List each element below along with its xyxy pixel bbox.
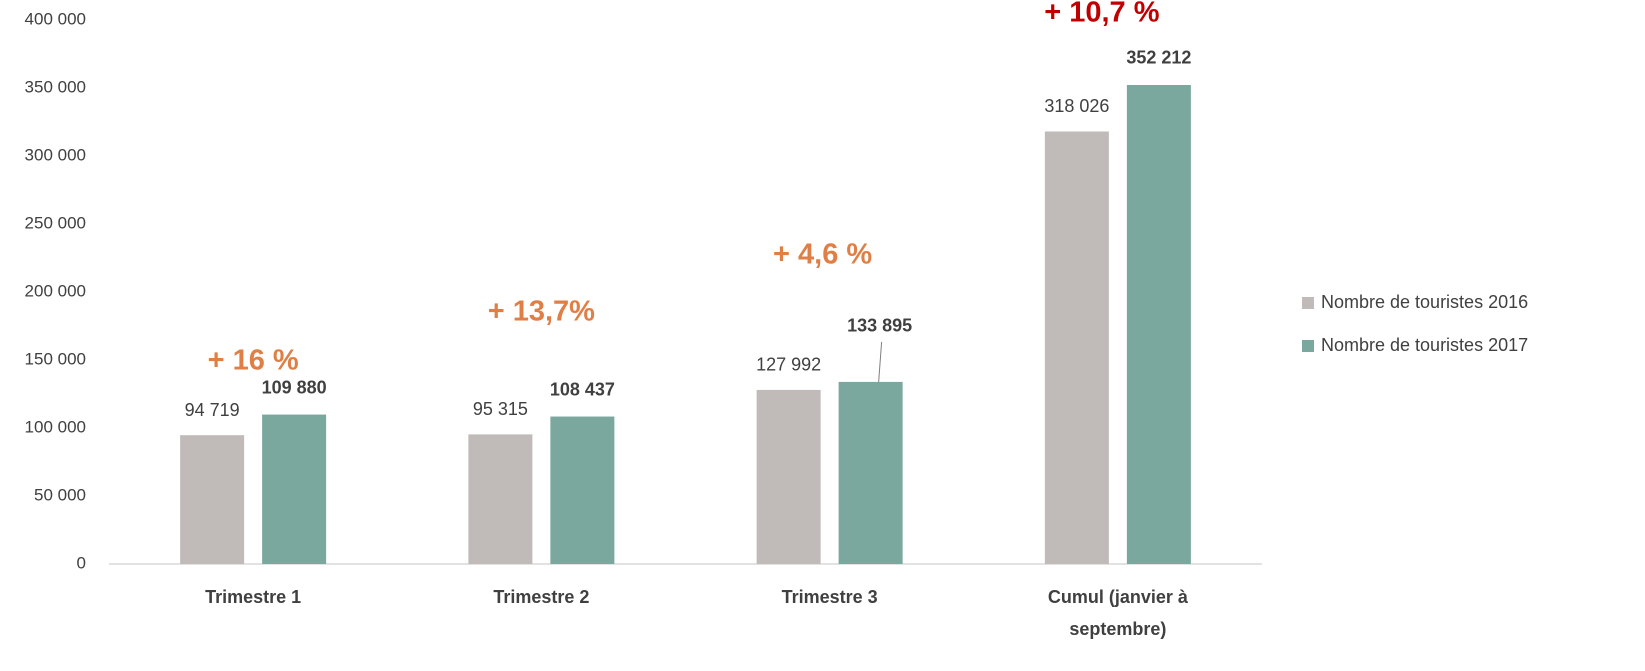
value-label: 133 895: [847, 316, 912, 336]
value-label: 94 719: [185, 400, 240, 420]
annotation: + 16 %: [208, 345, 299, 377]
annotation: + 4,6 %: [773, 239, 872, 271]
x-tick-label: Trimestre 2: [493, 587, 589, 607]
bar: [550, 416, 615, 564]
legend-label: Nombre de touristes 2016: [1321, 292, 1528, 312]
value-label: 127 992: [756, 355, 821, 375]
y-tick-label: 50 000: [34, 485, 86, 504]
y-tick-label: 300 000: [25, 145, 86, 164]
bar: [262, 414, 327, 564]
bar: [180, 435, 245, 564]
y-tick-label: 0: [77, 553, 86, 572]
value-label: 109 880: [262, 377, 327, 397]
annotation: + 10,7 %: [1044, 0, 1159, 29]
legend-swatch: [1302, 297, 1314, 309]
x-tick-label: Trimestre 1: [205, 587, 301, 607]
y-tick-label: 400 000: [25, 9, 86, 28]
bar: [1126, 84, 1191, 565]
value-label: 318 026: [1044, 96, 1109, 116]
x-tick-label: Cumul (janvier à septembre): [1048, 587, 1189, 639]
bar: [1044, 131, 1109, 565]
y-tick-label: 200 000: [25, 281, 86, 300]
value-label: 352 212: [1126, 48, 1191, 68]
bar: [838, 381, 903, 564]
y-tick-label: 100 000: [25, 417, 86, 436]
legend-swatch: [1302, 340, 1314, 352]
annotation: + 13,7%: [488, 296, 595, 328]
x-tick-label: Trimestre 3: [782, 587, 878, 607]
value-label: 95 315: [473, 399, 528, 419]
bar: [756, 389, 821, 564]
value-label: 108 437: [550, 379, 615, 399]
legend-label: Nombre de touristes 2017: [1321, 335, 1528, 355]
y-tick-label: 250 000: [25, 213, 86, 232]
bar: [468, 434, 533, 564]
y-tick-label: 350 000: [25, 77, 86, 96]
y-tick-label: 150 000: [25, 349, 86, 368]
leader-line: [878, 341, 883, 382]
